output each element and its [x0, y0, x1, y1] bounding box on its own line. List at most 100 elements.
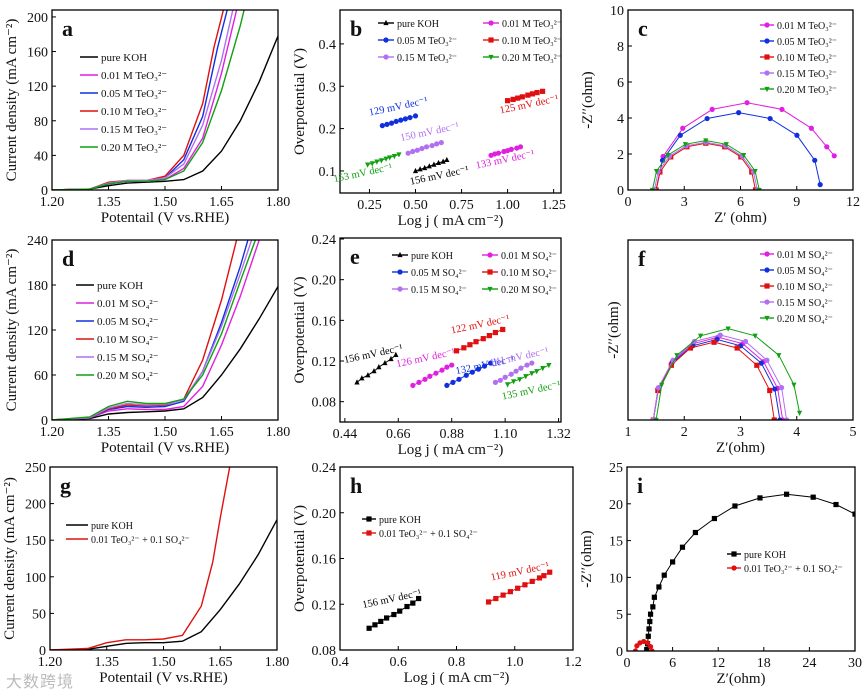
legend-item: 0.10 M SO₄²⁻ — [760, 282, 833, 293]
legend-marker — [764, 283, 770, 289]
y-tick-label: 0.08 — [312, 644, 337, 659]
slope-annotation: 129 mV dec⁻¹ — [368, 96, 429, 119]
data-point — [393, 351, 399, 358]
x-tick-label: 4 — [793, 425, 800, 440]
legend-label: 0.01 M SO₄²⁻ — [97, 298, 159, 310]
data-point — [680, 125, 686, 131]
data-point — [365, 372, 371, 378]
data-point — [414, 147, 420, 153]
data-point — [523, 374, 529, 380]
data-point — [504, 98, 511, 104]
legend-marker — [764, 54, 770, 60]
x-axis-label: Z′(ohm) — [716, 440, 765, 456]
series-d-0 — [52, 286, 278, 420]
data-point — [742, 338, 749, 345]
data-point — [378, 158, 385, 164]
series-a-1 — [52, 10, 238, 190]
legend-item: pure KOH — [727, 550, 786, 561]
legend-item: 0.15 M SO₄²⁻ — [760, 298, 833, 309]
slope-annotation: 141 mV dec⁻¹ — [489, 346, 550, 369]
data-point — [366, 625, 372, 631]
legend-marker — [383, 19, 389, 26]
x-axis-label: Log j ( mA cm⁻²) — [398, 442, 504, 458]
legend: pure KOH 0.01 TeO₃²⁻ + 0.1 SO₄²⁻ — [362, 515, 478, 540]
data-point — [674, 353, 680, 359]
legend-item: 0.05 M SO₄²⁻ — [76, 316, 159, 328]
x-tick-label: 0.44 — [333, 427, 358, 442]
data-point — [659, 382, 665, 388]
data-point — [644, 646, 650, 651]
data-point — [500, 326, 506, 333]
legend-label: 0.15 M SO₄²⁻ — [777, 298, 833, 309]
series-h-1 — [485, 569, 553, 605]
data-point — [687, 345, 694, 351]
data-point — [423, 144, 430, 150]
data-point — [529, 360, 535, 366]
legend-label: pure KOH — [379, 515, 421, 526]
series-line — [52, 35, 278, 190]
x-tick-label: 3 — [681, 195, 688, 210]
data-point — [529, 371, 535, 377]
data-point — [655, 385, 661, 391]
data-point — [416, 379, 422, 385]
data-point — [703, 138, 709, 144]
legend-marker — [487, 286, 493, 293]
legend-label: pure KOH — [101, 52, 147, 64]
y-tick-label: 0.3 — [319, 80, 337, 95]
y-tick-label: 0 — [617, 184, 624, 199]
y-tick-label: 200 — [27, 11, 48, 26]
data-point — [485, 599, 492, 605]
data-point — [495, 150, 501, 156]
slope-annotation: 150 mV dec⁻¹ — [399, 121, 460, 144]
x-tick-label: 3 — [737, 425, 744, 440]
y-tick-label: 200 — [25, 498, 46, 513]
data-point — [398, 117, 404, 123]
data-point — [808, 125, 814, 131]
data-point — [467, 342, 473, 348]
legend-marker — [764, 299, 770, 305]
data-point — [393, 118, 399, 125]
data-point — [682, 142, 688, 148]
series-line — [52, 240, 257, 420]
legend-item: 0.20 M SO₄²⁻ — [760, 314, 833, 325]
legend-label: 0.01 M TeO₃²⁻ — [101, 70, 167, 82]
data-point — [365, 162, 371, 168]
data-point — [529, 91, 536, 97]
legend-item: 0.05 M SO₄²⁻ — [760, 266, 833, 277]
y-tick-label: 0.12 — [312, 598, 337, 613]
x-tick-label: 1.20 — [40, 195, 65, 210]
data-point — [741, 152, 747, 159]
series-b-0 — [412, 156, 450, 174]
y-tick-label: 180 — [27, 279, 48, 294]
x-tick-label: 0 — [624, 656, 631, 671]
legend-label: 0.10 M SO₄²⁻ — [501, 268, 557, 279]
legend-item: 0.10 M SO₄²⁻ — [482, 268, 557, 279]
data-point — [391, 154, 397, 160]
x-tick-label: 0.50 — [403, 198, 428, 213]
series-c-3 — [651, 139, 760, 190]
data-point — [453, 348, 460, 354]
legend-item: 0.10 M TeO₃²⁻ — [80, 106, 167, 118]
watermark: 大数跨境 — [6, 672, 75, 691]
data-point — [647, 618, 653, 625]
data-point — [784, 491, 790, 497]
legend-item: 0.05 M TeO₃²⁻ — [80, 88, 167, 100]
legend-label: 0.15 M TeO₃²⁻ — [397, 53, 457, 64]
data-point — [758, 360, 764, 366]
slope-annotation: 153 mV dec⁻¹ — [333, 162, 394, 185]
legend-label: 0.15 M SO₄²⁻ — [411, 285, 467, 296]
data-point — [744, 100, 750, 106]
data-point — [833, 501, 839, 508]
legend-item: 0.20 M TeO₃²⁻ — [80, 142, 167, 154]
legend-marker — [764, 38, 770, 44]
legend-marker — [731, 565, 737, 571]
data-point — [817, 182, 823, 188]
series-d-3 — [52, 240, 238, 420]
legend: pure KOH 0.01 M SO₄²⁻ 0.05 M SO₄²⁻ 0.10 M S… — [392, 251, 557, 296]
data-point — [359, 375, 365, 381]
data-point — [644, 640, 651, 646]
data-point — [517, 144, 524, 150]
x-axis-label: Potentail (V vs.RHE) — [101, 210, 229, 226]
data-point — [376, 364, 382, 370]
data-point — [486, 332, 492, 339]
